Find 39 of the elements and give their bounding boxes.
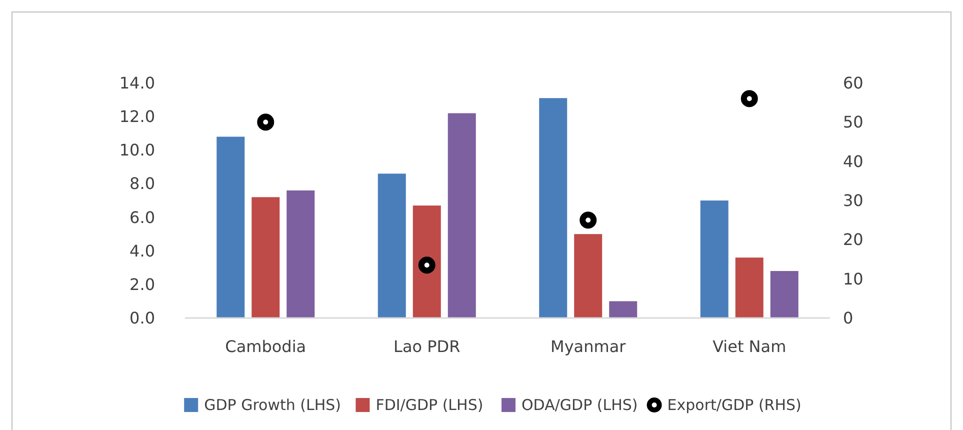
- x-tick-label: Myanmar: [550, 337, 626, 356]
- bar: [252, 197, 280, 318]
- bar: [286, 190, 315, 318]
- y-tick-label: 14.0: [119, 74, 155, 92]
- point: [740, 90, 758, 108]
- bar: [700, 200, 728, 318]
- bar: [539, 98, 568, 318]
- y-tick-label: 2.0: [130, 274, 155, 294]
- y-tick-label: 0.0: [130, 308, 155, 328]
- x-tick-label: Cambodia: [225, 337, 306, 356]
- y2-tick-label: 50: [843, 112, 864, 132]
- point: [418, 256, 436, 274]
- y2-tick-label: 0: [843, 308, 854, 328]
- legend-label: Export/GDP (RHS): [667, 396, 802, 414]
- bar: [412, 206, 441, 318]
- bar: [574, 234, 602, 318]
- bar: [770, 271, 798, 318]
- legend-label: GDP Growth (LHS): [204, 396, 342, 414]
- bar: [378, 174, 406, 318]
- y-tick-label: 8.0: [130, 174, 155, 194]
- bar: [735, 258, 764, 318]
- y-tick-label: 12.0: [119, 107, 155, 126]
- y2-tick-label: 40: [843, 152, 864, 171]
- x-tick-label: Lao PDR: [394, 337, 460, 356]
- y2-tick-label: 10: [843, 269, 864, 288]
- bar: [216, 136, 245, 318]
- y2-tick-label: 30: [843, 191, 864, 210]
- point: [257, 114, 274, 131]
- y-tick-label: 6.0: [130, 208, 155, 227]
- point: [580, 212, 597, 229]
- bar: [609, 301, 638, 318]
- y2-tick-label: 60: [843, 74, 864, 92]
- y2-tick-label: 20: [843, 230, 864, 250]
- x-tick-label: Viet Nam: [712, 337, 786, 356]
- y-tick-label: 10.0: [119, 140, 155, 160]
- legend-label: ODA/GDP (LHS): [522, 396, 638, 414]
- bar: [448, 113, 476, 318]
- legend-label: FDI/GDP (LHS): [376, 396, 484, 414]
- y-tick-label: 4.0: [130, 241, 155, 260]
